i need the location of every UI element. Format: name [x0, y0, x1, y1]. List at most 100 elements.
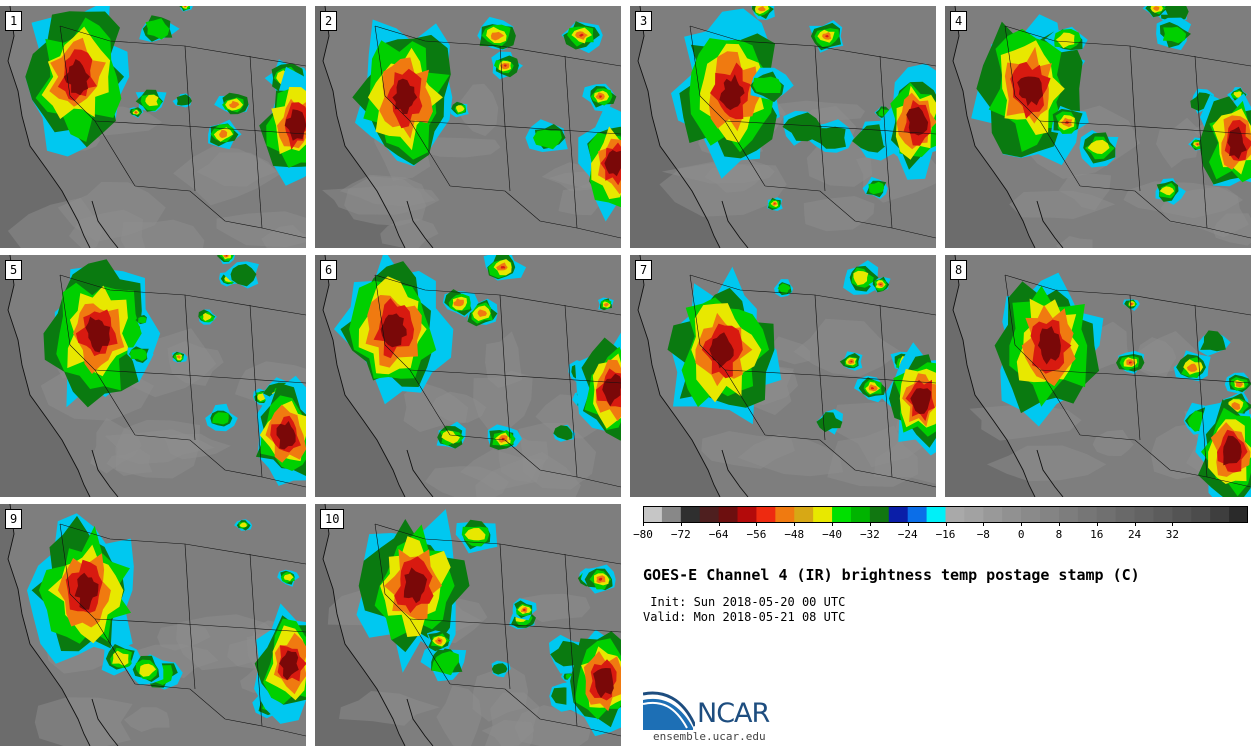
colorbar-tick-label: 24 — [1127, 528, 1142, 541]
ensemble-url: ensemble.ucar.edu — [653, 730, 766, 743]
cloud-cell — [130, 348, 147, 362]
map-imagery — [315, 6, 621, 248]
cloud-mass — [719, 74, 745, 111]
state-border — [59, 274, 306, 316]
gulf-coastline — [1036, 449, 1064, 497]
state-border — [94, 369, 306, 384]
state-border — [884, 379, 893, 478]
colorbar-swatch — [983, 506, 1003, 523]
gulf-coastline — [406, 698, 434, 746]
coastline — [7, 255, 91, 497]
state-border — [724, 369, 936, 384]
colorbar-tick-label: 16 — [1090, 528, 1104, 541]
coastline — [322, 504, 406, 746]
map-imagery — [0, 6, 306, 248]
state-border — [1134, 125, 1141, 192]
state-border — [449, 434, 621, 488]
coastline — [322, 6, 406, 248]
coastline — [7, 6, 91, 248]
cloud-mass — [63, 59, 90, 96]
cloud-cell — [135, 111, 137, 113]
cloud-cell — [1235, 381, 1243, 388]
cloud-cell — [522, 608, 526, 611]
cloud-cell — [456, 105, 465, 113]
map-imagery — [0, 504, 306, 746]
colorbar-swatch — [756, 506, 776, 523]
colorbar-tick-labels: −80 −72 −64 −56 −48 −40 −32 −24 −16 −8 0 8 16 24 32 — [633, 522, 1253, 542]
state-border — [1079, 185, 1251, 239]
state-border — [134, 434, 306, 488]
land-texture — [481, 719, 535, 746]
cloud-cell — [579, 33, 584, 37]
colorbar-swatch — [680, 506, 701, 523]
colorbar-tick-mark — [869, 522, 871, 526]
colorbar-tick-label: 8 — [1055, 528, 1063, 541]
land-texture — [106, 448, 153, 476]
colorbar-tick-mark — [907, 522, 909, 526]
state-border — [879, 55, 886, 132]
state-border — [569, 379, 578, 478]
map-panel-3: 3 — [630, 6, 936, 248]
cloud-cell — [1196, 143, 1199, 145]
colorbar-tick-label: −72 — [670, 528, 691, 541]
colorbar-swatch — [964, 506, 984, 523]
state-border — [764, 185, 936, 239]
colorbar-swatch — [1210, 506, 1230, 523]
state-border — [689, 274, 766, 436]
land-texture — [986, 445, 1107, 482]
cloud-cell — [598, 577, 603, 581]
state-border — [374, 25, 451, 187]
cloud-cell — [437, 639, 441, 642]
state-border — [374, 274, 621, 316]
colorbar-tick-label: −40 — [822, 528, 842, 541]
cloud-cell — [228, 100, 240, 109]
cloud-cell — [1130, 303, 1133, 305]
state-border — [184, 45, 191, 127]
colorbar-swatch — [869, 506, 890, 523]
colorbar-swatch — [661, 506, 682, 523]
colorbar-swatch — [907, 506, 928, 523]
state-border — [59, 523, 136, 685]
cloud-cell — [1055, 32, 1075, 49]
storm-complex — [284, 109, 306, 141]
colorbar-tick-mark — [1172, 522, 1174, 526]
storm-complex — [593, 668, 614, 699]
colorbar-swatch — [1115, 506, 1136, 523]
state-border — [504, 125, 511, 192]
state-border — [374, 523, 621, 565]
map-panel-10: 10 — [315, 504, 621, 746]
panel-number-label: 8 — [950, 260, 968, 280]
panel-number-label: 4 — [950, 11, 968, 31]
colorbar-swatch — [945, 506, 965, 523]
colorbar-swatch — [699, 506, 720, 523]
state-border — [1039, 369, 1251, 384]
cloud-cell — [464, 528, 486, 541]
cloud-cell — [490, 31, 505, 41]
state-border — [819, 125, 826, 192]
state-border — [689, 274, 936, 316]
land-texture — [157, 625, 211, 651]
colorbar-swatch — [775, 506, 795, 523]
state-border — [1199, 130, 1208, 229]
state-border — [1194, 304, 1201, 381]
state-border — [254, 628, 263, 727]
state-border — [569, 628, 578, 727]
colorbar-swatch — [1229, 506, 1248, 523]
panel-number-label: 1 — [5, 11, 23, 31]
cloud-cell — [283, 573, 294, 581]
state-border — [59, 274, 136, 436]
coastline — [952, 6, 1036, 248]
state-border — [724, 120, 936, 135]
state-border — [1004, 25, 1251, 67]
colorbar-swatch — [1172, 506, 1192, 523]
colorbar-swatch — [850, 506, 871, 523]
state-border — [814, 294, 821, 376]
colorbar-swatch — [643, 506, 663, 523]
cloud-mass — [1017, 76, 1044, 107]
ocean-area — [315, 504, 405, 746]
colorbar-swatch — [813, 506, 833, 523]
ocean-area — [0, 6, 90, 248]
cloud-mass — [74, 572, 99, 610]
colorbar-swatch — [1021, 506, 1041, 523]
cloud-cell — [871, 387, 875, 390]
